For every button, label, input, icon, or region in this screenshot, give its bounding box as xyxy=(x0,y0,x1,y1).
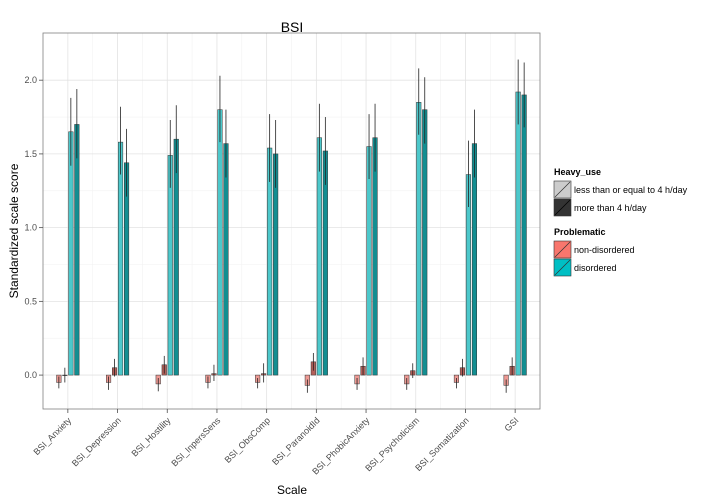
legend-label: disordered xyxy=(574,263,617,273)
legend-title: Heavy_use xyxy=(554,167,601,177)
bar-disordered-light xyxy=(68,131,74,376)
panel-border xyxy=(42,32,541,410)
x-axis-title: Scale xyxy=(277,483,307,497)
y-axis: 0.0 0.5 1.0 1.5 2.0 xyxy=(24,75,43,380)
bars-group xyxy=(56,91,527,386)
grid-lines xyxy=(43,33,540,409)
x-tick-label: BSI_Hostility xyxy=(130,415,173,458)
bar-disordered-light xyxy=(416,102,422,376)
legend-key-slash xyxy=(554,259,571,276)
x-tick-label: BSI_Psychoticism xyxy=(363,415,421,473)
x-tick-label: BSI_InpersSens xyxy=(169,415,222,468)
bar-disordered-light xyxy=(118,141,124,376)
legend-key-slash xyxy=(554,199,571,216)
y-tick-label: 2.0 xyxy=(24,75,37,85)
error-bars-group xyxy=(58,59,525,393)
x-tick-label: BSI_Somatization xyxy=(413,415,471,473)
y-axis-title: Standardized scale score xyxy=(7,163,21,298)
bar-disordered-light xyxy=(316,137,322,376)
x-tick-label: GSI xyxy=(503,415,521,433)
bar-disordered-light xyxy=(515,91,521,376)
bar-disordered-heavy xyxy=(471,143,477,376)
legend-label: less than or equal to 4 h/day xyxy=(574,185,688,195)
legend-key-slash xyxy=(554,241,571,258)
legend-label: non-disordered xyxy=(574,245,635,255)
bar-disordered-light xyxy=(217,109,223,376)
bar-disordered-heavy xyxy=(74,124,80,376)
legend-label: more than 4 h/day xyxy=(574,203,647,213)
x-tick-label: BSI_Depression xyxy=(70,415,123,468)
bar-disordered-light xyxy=(167,155,173,376)
x-tick-label: BSI_ParanoidId xyxy=(270,415,322,467)
bar-disordered-heavy xyxy=(223,143,229,376)
bar-disordered-light xyxy=(366,146,372,376)
y-tick-label: 0.5 xyxy=(24,296,37,306)
y-tick-label: 1.0 xyxy=(24,223,37,233)
bar-disordered-heavy xyxy=(173,138,179,376)
legend-key-slash xyxy=(554,181,571,198)
bar-disordered-heavy xyxy=(521,94,527,376)
legend-title: Problematic xyxy=(554,227,606,237)
bar-disordered-heavy xyxy=(422,109,428,376)
x-tick-label: BSI_ObsComp xyxy=(223,415,273,465)
bar-disordered-heavy xyxy=(372,137,378,376)
x-tick-label: BSI_Anxiety xyxy=(32,415,74,457)
y-tick-label: 0.0 xyxy=(24,370,37,380)
bar-disordered-light xyxy=(267,147,273,376)
y-tick-label: 1.5 xyxy=(24,149,37,159)
chart-title: BSI xyxy=(281,19,304,35)
